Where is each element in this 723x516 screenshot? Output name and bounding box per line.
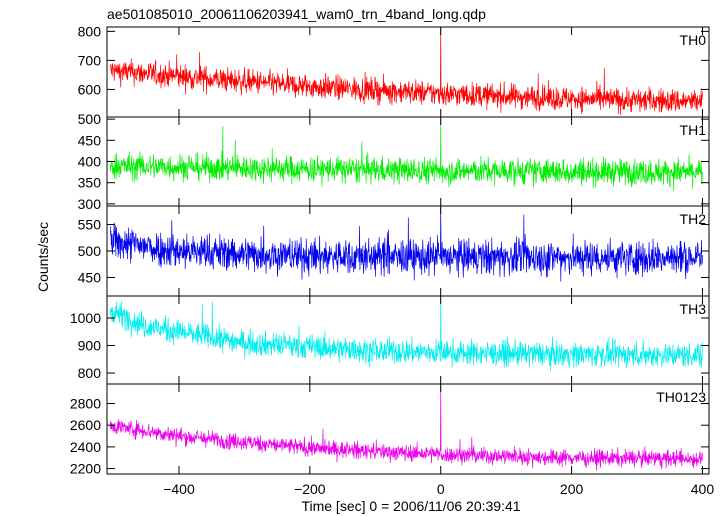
panel-label-th3: TH3 xyxy=(680,301,707,317)
y-tick-label: 300 xyxy=(78,196,102,212)
y-tick-label: 600 xyxy=(78,81,102,97)
series-line-th1 xyxy=(109,117,703,191)
x-tick-label: 0 xyxy=(437,481,445,497)
series-line-th3 xyxy=(109,296,703,371)
panel-frame xyxy=(106,383,710,475)
y-tick-label: 2800 xyxy=(70,396,101,412)
series-line-th0123 xyxy=(109,384,703,471)
y-tick-label: 2200 xyxy=(70,461,101,477)
y-tick-label: 350 xyxy=(78,175,102,191)
series-line-th2 xyxy=(109,206,703,282)
panel-th3: 800 900 1000 TH3 xyxy=(70,295,710,385)
panel-label-th1: TH1 xyxy=(680,122,707,138)
y-tick-label: 550 xyxy=(78,217,102,233)
y-tick-label: 400 xyxy=(78,154,102,170)
panel-label-th0123: TH0123 xyxy=(656,389,706,405)
panel-th0123: 2200 2400 2600 2800 TH0123 xyxy=(70,383,710,477)
panel-label-th0: TH0 xyxy=(680,32,707,48)
x-tick-label: 400 xyxy=(691,481,715,497)
x-tick-label: 200 xyxy=(560,481,584,497)
panels-group: 600 700 800 TH0 300 350 400 450 500 TH1 450 500 550 T… xyxy=(70,23,715,497)
y-tick-label: 500 xyxy=(78,111,102,127)
y-tick-label: 2600 xyxy=(70,417,101,433)
y-axis-title: Counts/sec xyxy=(35,222,51,292)
x-tick-label: −400 xyxy=(163,481,195,497)
y-tick-label: 700 xyxy=(78,52,102,68)
y-tick-label: 2400 xyxy=(70,439,101,455)
chart-title: ae501085010_20061106203941_wam0_trn_4ban… xyxy=(107,6,486,22)
panel-th0: 600 700 800 TH0 xyxy=(78,23,710,118)
panel-label-th2: TH2 xyxy=(680,211,707,227)
series-line-th0 xyxy=(109,27,703,116)
x-tick-label: −200 xyxy=(294,481,326,497)
panel-th1: 300 350 400 450 500 TH1 xyxy=(78,111,710,212)
y-tick-label: 900 xyxy=(78,338,102,354)
y-tick-label: 800 xyxy=(78,365,102,381)
panel-th2: 450 500 550 TH2 xyxy=(78,205,710,297)
y-tick-label: 1000 xyxy=(70,310,101,326)
y-tick-label: 800 xyxy=(78,23,102,39)
y-tick-label: 500 xyxy=(78,243,102,259)
y-tick-label: 450 xyxy=(78,132,102,148)
x-axis-title: Time [sec] 0 = 2006/11/06 20:39:41 xyxy=(301,498,520,514)
y-tick-label: 450 xyxy=(78,269,102,285)
